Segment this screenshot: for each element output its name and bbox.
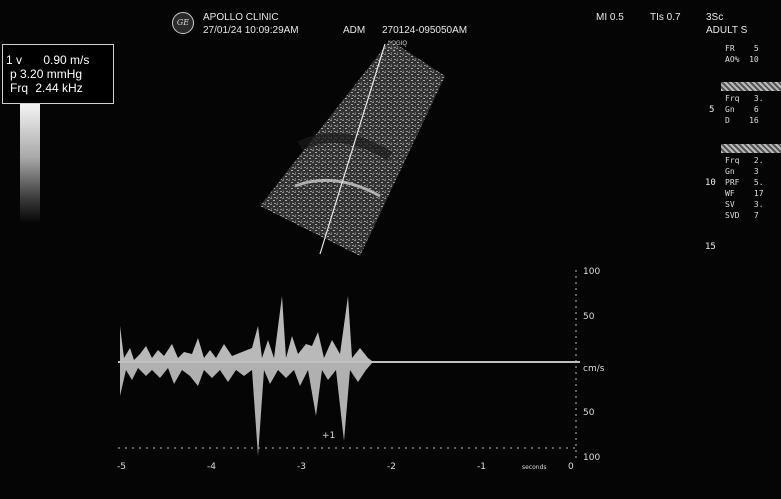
depth-tick-15: 15 <box>705 242 716 252</box>
spectrum-cursor-label: +1 <box>322 431 335 441</box>
param-pw-svd: SVD 7 <box>725 211 759 220</box>
param-pw-prf: PRF 5. <box>725 178 764 187</box>
thermal-index: TIs 0.7 <box>650 12 681 23</box>
pressure-label: p <box>10 67 17 81</box>
param-pw-frq: Frq 2. <box>725 156 764 165</box>
time-unit-label: seconds <box>522 464 547 471</box>
velocity-measurement: 1 v 0.90 m/s <box>6 53 89 67</box>
frequency-value: 2.44 kHz <box>35 81 83 95</box>
depth-tick-10: 10 <box>705 178 716 188</box>
pw-mode-header <box>721 144 781 153</box>
operator-id: ADM <box>343 25 366 36</box>
clinic-name: APOLLO CLINIC <box>203 12 279 23</box>
param-b-d: D 16 <box>725 116 759 125</box>
exam-preset: ADULT S <box>706 25 748 36</box>
measurement-box: 1 v 0.90 m/s p 3.20 mmHg Frq 2.44 kHz <box>2 44 114 104</box>
grayscale-bar <box>20 104 40 222</box>
depth-tick-5: 5 <box>709 105 715 115</box>
velocity-value: 0.90 m/s <box>43 53 90 67</box>
param-ao: AO% 10 <box>725 55 759 64</box>
time-label-minus3: -3 <box>297 462 306 472</box>
spectral-waveform <box>120 296 372 456</box>
velocity-label-100-bottom: 100 <box>583 453 601 463</box>
time-label-minus4: -4 <box>207 462 216 472</box>
param-pw-wf: WF 17 <box>725 189 764 198</box>
mechanical-index: MI 0.5 <box>596 12 624 23</box>
doppler-spectrum: +1 <box>118 270 580 458</box>
pressure-measurement: p 3.20 mmHg <box>6 67 82 81</box>
parameter-panel: FR 5 AO% 10 Frq 3. Gn 6 D 16 Frq 2. Gn 3… <box>705 26 781 266</box>
time-label-minus1: -1 <box>477 462 486 472</box>
param-b-frq: Frq 3. <box>725 94 764 103</box>
doppler-cursor-line <box>319 43 386 255</box>
pressure-value: 3.20 mmHg <box>20 67 83 81</box>
velocity-unit-label: cm/s <box>583 364 605 374</box>
probe-name: 3Sc <box>706 12 724 23</box>
velocity-label-50-bottom: 50 <box>583 408 595 418</box>
velocity-label: 1 v <box>6 53 23 67</box>
param-fr: FR 5 <box>725 44 759 53</box>
b-mode-header <box>721 82 781 91</box>
time-label-0: 0 <box>568 462 574 472</box>
velocity-label-50-top: 50 <box>583 312 595 322</box>
frequency-measurement: Frq 2.44 kHz <box>6 81 83 95</box>
exam-datetime: 27/01/24 10:09:29AM <box>203 25 299 36</box>
study-id: 270124-095050AM <box>382 25 468 36</box>
frequency-label: Frq <box>10 81 28 95</box>
param-pw-sv: SV 3. <box>725 200 764 209</box>
time-label-minus2: -2 <box>387 462 396 472</box>
ge-logo-icon: GE <box>172 12 194 34</box>
param-b-gn: Gn 6 <box>725 105 759 114</box>
logo-text: GE <box>176 18 190 27</box>
param-pw-gn: Gn 3 <box>725 167 759 176</box>
b-mode-sector-image <box>260 40 445 256</box>
velocity-label-100-top: 100 <box>583 267 601 277</box>
time-label-minus5: -5 <box>117 462 126 472</box>
